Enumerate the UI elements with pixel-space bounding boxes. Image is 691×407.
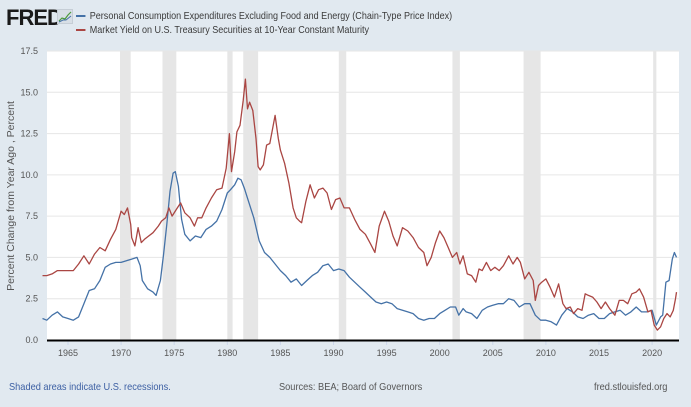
- x-tick-label: 1990: [323, 348, 343, 358]
- recession-note: Shaded areas indicate U.S. recessions.: [9, 381, 171, 393]
- sources-text: Sources: BEA; Board of Governors: [279, 381, 423, 393]
- x-tick-label: 2015: [589, 348, 609, 358]
- legend-swatch-blue: [76, 15, 86, 18]
- x-tick-label: 2005: [483, 348, 503, 358]
- y-tick-label: 5.0: [25, 252, 38, 262]
- recession-band: [243, 51, 259, 340]
- series-line-core-pce: [42, 170, 678, 326]
- site-link[interactable]: fred.stlouisfed.org: [594, 381, 668, 393]
- recession-band: [452, 51, 460, 340]
- y-tick-label: 7.5: [25, 211, 38, 221]
- x-tick-label: 2020: [642, 348, 662, 358]
- y-tick-label: 15.0: [20, 87, 38, 97]
- chart-graph-icon: [57, 9, 73, 24]
- y-axis-label: Percent Change from Year Ago , Percent: [5, 101, 17, 291]
- recession-band: [227, 51, 233, 340]
- fred-logo[interactable]: FRED: [6, 5, 63, 30]
- legend-item-series1[interactable]: Personal Consumption Expenditures Exclud…: [76, 10, 452, 22]
- x-tick-label: 2010: [536, 348, 556, 358]
- recession-band: [120, 51, 131, 340]
- x-tick-label: 2000: [430, 348, 450, 358]
- x-tick-label: 1985: [270, 348, 290, 358]
- y-tick-label: 10.0: [20, 170, 38, 180]
- x-tick-label: 1970: [111, 348, 131, 358]
- y-tick-label: 2.5: [25, 294, 38, 304]
- x-tick-label: 1975: [164, 348, 184, 358]
- legend-label-series2: Market Yield on U.S. Treasury Securities…: [89, 24, 369, 36]
- legend-item-series2[interactable]: Market Yield on U.S. Treasury Securities…: [76, 24, 369, 36]
- x-tick-label: 1980: [217, 348, 237, 358]
- y-tick-label: 17.5: [20, 46, 38, 56]
- x-tick-label: 1995: [377, 348, 397, 358]
- series-line-10yr-treasury: [42, 78, 678, 331]
- legend-swatch-red: [76, 29, 86, 32]
- y-tick-label: 12.5: [20, 129, 38, 139]
- x-tick-label: 1965: [58, 348, 78, 358]
- legend-label-series1: Personal Consumption Expenditures Exclud…: [89, 10, 453, 22]
- y-tick-label: 0.0: [25, 335, 38, 345]
- recession-band: [653, 51, 657, 340]
- recession-band: [338, 51, 347, 340]
- recession-band: [523, 51, 541, 340]
